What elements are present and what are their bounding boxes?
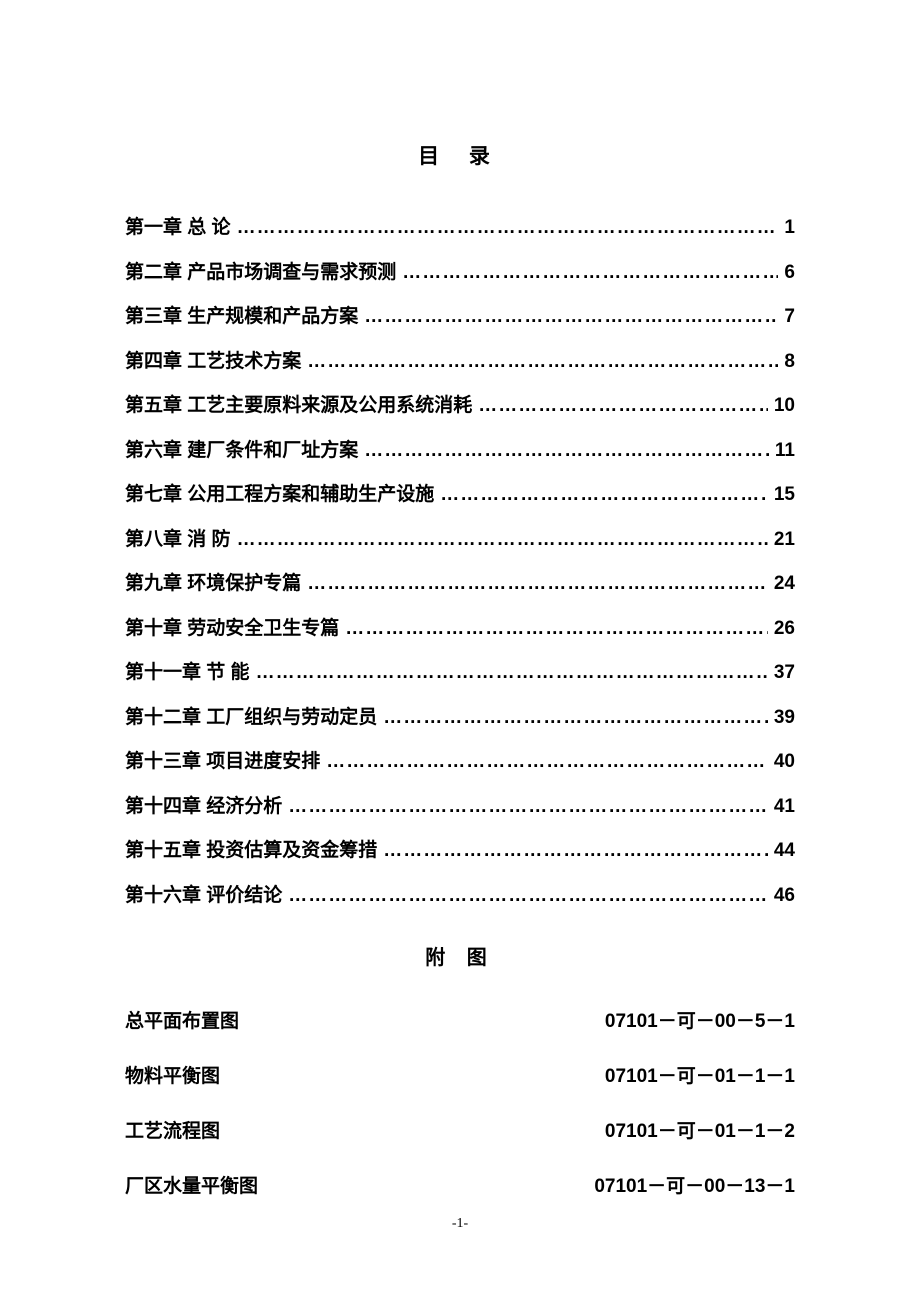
toc-list: 第一章 总 论 ………………………………………………………………………………………… [125, 218, 795, 905]
toc-item-dots: ………………………………………………………………………………………………………… [383, 841, 768, 860]
toc-item: 第八章 消 防 ………………………………………………………………………………………… [125, 530, 795, 549]
toc-item-dots: ………………………………………………………………………………………………………… [256, 663, 768, 682]
toc-item-label: 第三章 生产规模和产品方案 [125, 307, 358, 326]
toc-item-label: 第十三章 项目进度安排 [125, 752, 320, 771]
toc-item: 第十六章 评价结论 …………………………………………………………………………………… [125, 886, 795, 905]
toc-item-dots: ………………………………………………………………………………………………………… [307, 352, 778, 371]
toc-item: 第三章 生产规模和产品方案 ………………………………………………………………………… [125, 307, 795, 326]
toc-item-label: 第十二章 工厂组织与劳动定员 [125, 708, 377, 727]
appendix-item-label: 物料平衡图 [125, 1061, 220, 1088]
toc-item-label: 第二章 产品市场调查与需求预测 [125, 263, 396, 282]
toc-item-dots: ………………………………………………………………………………………………………… [402, 263, 778, 282]
toc-item-page: 46 [774, 886, 795, 905]
appendix-item: 物料平衡图 07101－可－01－1－1 [125, 1061, 795, 1088]
toc-item: 第十章 劳动安全卫生专篇 …………………………………………………………………………… [125, 619, 795, 638]
toc-item: 第一章 总 论 ………………………………………………………………………………………… [125, 218, 795, 237]
toc-item: 第二章 产品市场调查与需求预测 …………………………………………………………………… [125, 263, 795, 282]
appendix-item-label: 厂区水量平衡图 [125, 1171, 258, 1198]
toc-item-label: 第十五章 投资估算及资金筹措 [125, 841, 377, 860]
toc-item: 第四章 工艺技术方案 ………………………………………………………………………………… [125, 352, 795, 371]
toc-item-label: 第六章 建厂条件和厂址方案 [125, 441, 358, 460]
toc-item-page: 44 [774, 841, 795, 860]
appendix-item-code: 07101－可－00－13－1 [594, 1171, 795, 1198]
toc-item: 第五章 工艺主要原料来源及公用系统消耗 ………………………………………………………… [125, 396, 795, 415]
toc-item-label: 第七章 公用工程方案和辅助生产设施 [125, 485, 434, 504]
toc-item-label: 第十四章 经济分析 [125, 797, 282, 816]
toc-item-page: 6 [784, 263, 795, 282]
appendix-item-label: 总平面布置图 [125, 1006, 239, 1033]
toc-item-dots: ………………………………………………………………………………………………………… [345, 619, 768, 638]
toc-item-dots: ………………………………………………………………………………………………………… [326, 752, 768, 771]
toc-item: 第十一章 节 能 ……………………………………………………………………………………… [125, 663, 795, 682]
appendix-item-code: 07101－可－01－1－1 [605, 1061, 795, 1088]
appendix-item-code: 07101－可－00－5－1 [605, 1006, 795, 1033]
page-number: -1- [0, 1216, 920, 1232]
toc-item-label: 第八章 消 防 [125, 530, 231, 549]
toc-item-label: 第十一章 节 能 [125, 663, 250, 682]
toc-item: 第七章 公用工程方案和辅助生产设施 ……………………………………………………………… [125, 485, 795, 504]
toc-item-page: 39 [774, 708, 795, 727]
appendix-item-code: 07101－可－01－1－2 [605, 1116, 795, 1143]
toc-item-dots: ………………………………………………………………………………………………………… [307, 574, 768, 593]
toc-item-dots: ………………………………………………………………………………………………………… [364, 307, 778, 326]
toc-item-dots: ………………………………………………………………………………………………………… [237, 218, 779, 237]
toc-item: 第九章 环境保护专篇 ………………………………………………………………………………… [125, 574, 795, 593]
toc-item-label: 第五章 工艺主要原料来源及公用系统消耗 [125, 396, 472, 415]
toc-item-label: 第十章 劳动安全卫生专篇 [125, 619, 339, 638]
toc-item-page: 41 [774, 797, 795, 816]
toc-item-dots: ………………………………………………………………………………………………………… [383, 708, 768, 727]
toc-item-page: 8 [784, 352, 795, 371]
toc-item-dots: ………………………………………………………………………………………………………… [478, 396, 768, 415]
appendix-item: 厂区水量平衡图 07101－可－00－13－1 [125, 1171, 795, 1198]
toc-item: 第六章 建厂条件和厂址方案 ………………………………………………………………………… [125, 441, 795, 460]
page-title: 目 录 [125, 140, 795, 170]
toc-item: 第十五章 投资估算及资金筹措 ……………………………………………………………………… [125, 841, 795, 860]
toc-item: 第十四章 经济分析 …………………………………………………………………………………… [125, 797, 795, 816]
toc-item-page: 21 [774, 530, 795, 549]
toc-item-page: 26 [774, 619, 795, 638]
toc-item-page: 10 [774, 396, 795, 415]
toc-item: 第十二章 工厂组织与劳动定员 ……………………………………………………………………… [125, 708, 795, 727]
toc-item-dots: ………………………………………………………………………………………………………… [237, 530, 768, 549]
toc-item-dots: ………………………………………………………………………………………………………… [288, 797, 768, 816]
toc-item-page: 15 [774, 485, 795, 504]
appendix-item: 工艺流程图 07101－可－01－1－2 [125, 1116, 795, 1143]
toc-item-dots: ………………………………………………………………………………………………………… [288, 886, 768, 905]
toc-item-page: 40 [774, 752, 795, 771]
toc-item-label: 第十六章 评价结论 [125, 886, 282, 905]
toc-item: 第十三章 项目进度安排 ……………………………………………………………………………… [125, 752, 795, 771]
toc-item-page: 7 [784, 307, 795, 326]
toc-item-dots: ………………………………………………………………………………………………………… [364, 441, 769, 460]
toc-item-label: 第四章 工艺技术方案 [125, 352, 301, 371]
toc-item-label: 第一章 总 论 [125, 218, 231, 237]
toc-item-label: 第九章 环境保护专篇 [125, 574, 301, 593]
toc-item-page: 1 [784, 218, 795, 237]
toc-item-page: 24 [774, 574, 795, 593]
appendix-title: 附 图 [125, 941, 795, 970]
appendix-item-label: 工艺流程图 [125, 1116, 220, 1143]
appendix-list: 总平面布置图 07101－可－00－5－1 物料平衡图 07101－可－01－1－1 工… [125, 1006, 795, 1198]
toc-item-page: 37 [774, 663, 795, 682]
toc-item-dots: ………………………………………………………………………………………………………… [440, 485, 768, 504]
appendix-item: 总平面布置图 07101－可－00－5－1 [125, 1006, 795, 1033]
toc-item-page: 11 [775, 441, 795, 460]
